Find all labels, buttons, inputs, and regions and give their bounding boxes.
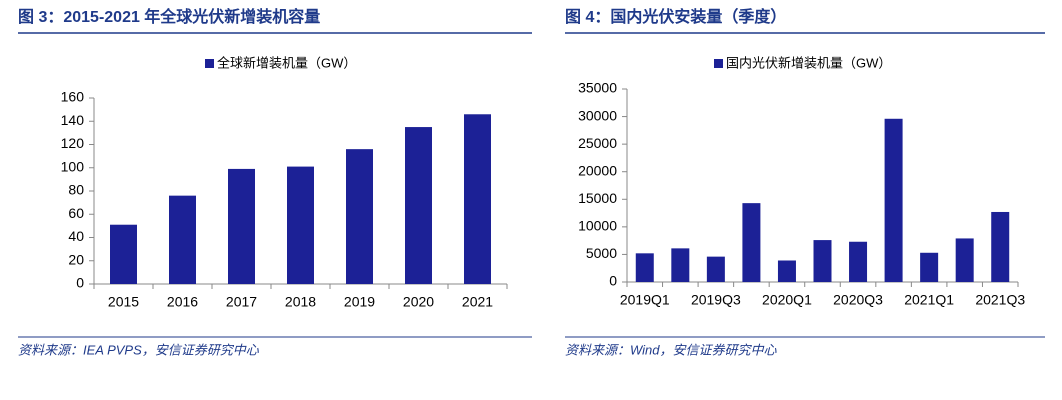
y-tick-label: 20 (68, 251, 84, 267)
y-tick-label: 80 (68, 182, 84, 198)
x-tick-label: 2021 (462, 294, 493, 310)
x-tick-label: 2015 (108, 294, 139, 310)
bar (706, 256, 725, 282)
bar (228, 168, 255, 284)
y-tick-label: 140 (61, 112, 85, 128)
bar (464, 114, 491, 285)
x-tick-label: 2019Q3 (691, 292, 741, 308)
y-tick-label: 40 (68, 228, 84, 244)
y-tick-label: 0 (609, 273, 617, 289)
bar (742, 203, 761, 282)
y-tick-label: 120 (61, 135, 85, 151)
x-tick-label: 2019 (344, 294, 375, 310)
y-tick-label: 100 (61, 158, 85, 174)
x-tick-label: 2018 (285, 294, 316, 310)
bar (169, 195, 196, 284)
y-tick-label: 20000 (578, 162, 617, 178)
bar (287, 166, 314, 284)
x-tick-label: 2021Q1 (904, 292, 954, 308)
bar (405, 127, 432, 284)
y-tick-label: 10000 (578, 218, 617, 234)
x-tick-label: 2021Q3 (975, 292, 1025, 308)
source-note: 资料来源：IEA PVPS，安信证券研究中心 (18, 342, 260, 357)
legend-swatch (714, 59, 723, 68)
x-tick-label: 2020Q3 (833, 292, 883, 308)
x-tick-label: 2019Q1 (620, 292, 670, 308)
y-tick-label: 60 (68, 205, 84, 221)
y-tick-label: 25000 (578, 135, 617, 151)
y-tick-label: 30000 (578, 107, 617, 123)
legend-label: 全球新增装机量（GW） (217, 55, 356, 70)
chart-title: 图 4：国内光伏安装量（季度） (565, 7, 786, 26)
bar (813, 240, 832, 282)
y-tick-label: 5000 (586, 245, 617, 261)
y-tick-label: 160 (61, 89, 85, 105)
x-tick-label: 2017 (226, 294, 257, 310)
bar (991, 211, 1010, 282)
bar (884, 118, 903, 282)
source-note: 资料来源：Wind，安信证券研究中心 (565, 342, 778, 357)
bar (671, 248, 690, 282)
x-tick-label: 2020 (403, 294, 434, 310)
bar (955, 238, 974, 282)
bar (849, 241, 868, 282)
chart-title: 图 3：2015-2021 年全球光伏新增装机容量 (18, 7, 320, 26)
bar (777, 260, 796, 282)
y-tick-label: 0 (76, 275, 84, 291)
bar (346, 149, 373, 284)
y-tick-label: 15000 (578, 190, 617, 206)
x-tick-label: 2020Q1 (762, 292, 812, 308)
legend-swatch (205, 59, 214, 68)
legend-label: 国内光伏新增装机量（GW） (726, 55, 891, 70)
bar (110, 224, 137, 284)
x-tick-label: 2016 (167, 294, 198, 310)
y-tick-label: 35000 (578, 80, 617, 96)
bar (635, 253, 654, 282)
bar (920, 252, 939, 282)
